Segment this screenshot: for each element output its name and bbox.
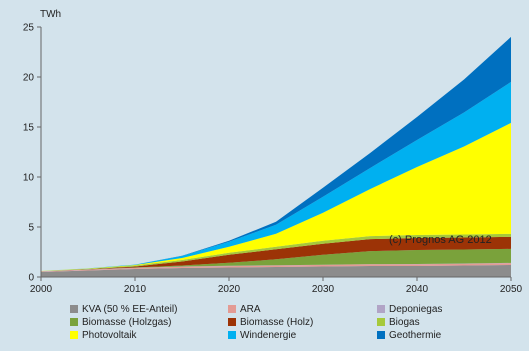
y-unit-label: TWh [40,9,61,20]
y-tick-label: 20 [23,73,35,84]
legend-swatch-biomasse-holz [228,318,236,326]
legend-label-deponiegas: Deponiegas [389,304,442,315]
legend: KVA (50 % EE-Anteil) ARA Deponiegas Biomass… [70,304,442,341]
area-biomasse-holz [41,236,511,272]
legend-swatch-windenergie [228,331,236,339]
legend-swatch-deponiegas [377,305,385,313]
legend-label-biogas: Biogas [389,317,420,328]
legend-label-kva-50-ee-anteil: KVA (50 % EE-Anteil) [82,304,177,315]
area-windenergie [41,81,511,272]
y-tick-label: 15 [23,123,35,134]
area-ara [41,263,511,272]
legend-label-photovoltaik: Photovoltaik [82,330,137,341]
legend-swatch-photovoltaik [70,331,78,339]
x-tick-label: 2020 [218,284,241,295]
x-tick-label: 2040 [406,284,429,295]
x-tick-label: 2030 [312,284,335,295]
legend-swatch-biomasse-holzgas [70,318,78,326]
legend-label-ara: ARA [240,304,261,315]
copyright-annotation: (c) Prognos AG 2012 [389,234,492,246]
y-tick-label: 0 [28,273,34,284]
axes [40,27,511,278]
x-tick-label: 2050 [500,284,523,295]
series-areas [41,36,511,277]
legend-label-geothermie: Geothermie [389,330,442,341]
legend-swatch-biogas [377,318,385,326]
area-kva-50-ee-anteil [41,265,511,277]
legend-label-windenergie: Windenergie [240,330,297,341]
legend-swatch-ara [228,305,236,313]
x-tick-label: 2010 [124,284,147,295]
x-tick-labels: 2000 2010 2020 2030 2040 2050 [30,277,523,295]
y-tick-label: 10 [23,173,35,184]
legend-label-biomasse-holz: Biomasse (Holz) [240,317,313,328]
area-biomasse-holzgas [41,248,511,272]
y-tick-labels: 0 5 10 15 20 25 [23,23,41,284]
legend-swatch-geothermie [377,331,385,339]
area-geothermie [41,36,511,272]
legend-label-biomasse-holzgas: Biomasse (Holzgas) [82,317,171,328]
area-photovoltaik [41,122,511,272]
x-tick-label: 2000 [30,284,53,295]
legend-swatch-kva-50-ee-anteil [70,305,78,313]
y-tick-label: 5 [28,223,34,234]
y-tick-label: 25 [23,23,35,34]
